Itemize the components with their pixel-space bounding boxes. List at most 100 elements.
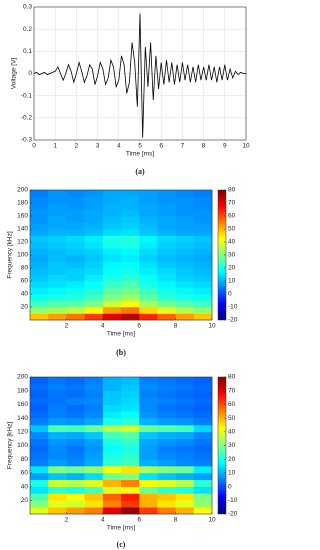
heatmap-cell [102,190,122,197]
heatmap-cell [175,274,195,282]
heatmap-cell [84,466,104,474]
heatmap-cell [139,418,158,426]
heatmap-cell [48,445,67,453]
heatmap-cell [175,281,195,288]
heatmap-cell [139,493,158,501]
x-tick-label: 8 [174,517,178,524]
heatmap-cell [84,418,104,426]
heatmap-cell [102,229,122,236]
heatmap-cell [48,390,67,398]
heatmap-cell [30,397,49,405]
heatmap-cell [84,431,104,439]
heatmap-cell [102,196,122,204]
heatmap-cell [66,424,85,433]
heatmap-cell [84,248,104,256]
heatmap-cell [48,281,67,288]
heatmap-cell [139,431,158,439]
heatmap-cell [193,418,213,426]
colorbar-tick-label: 40 [228,239,236,246]
heatmap-cell [102,493,122,501]
heatmap-cell [139,281,158,288]
colorbar-tick-label: 50 [228,415,236,422]
heatmap-cell [48,248,67,256]
heatmap-cell [139,287,158,295]
heatmap-cell [30,209,49,217]
heatmap-cell [193,390,213,398]
heatmap-cell [139,486,158,494]
heatmap-cell [66,242,85,249]
heatmap-cell [48,287,67,295]
y-tick-label: 120 [17,429,28,436]
heatmap-cell [48,424,67,433]
heatmap-cell [157,242,176,249]
y-tick-label: -0.2 [21,115,33,122]
heatmap-cell [102,242,122,249]
heatmap-cell [30,472,49,481]
heatmap-cell [66,255,85,262]
heatmap-cell [139,438,158,446]
heatmap-cell [84,281,104,288]
y-tick-label: 20 [21,497,29,504]
heatmap-cell [139,261,158,269]
y-axis-label: Frequency [kHz] [7,422,14,470]
heatmap-cell [84,397,104,405]
heatmap-cell [48,438,67,446]
heatmap-cell [193,438,213,446]
y-tick-label: -0.1 [21,92,33,99]
heatmap-cell [139,255,158,262]
heatmap-cell [48,397,67,405]
y-tick-label: 140 [17,415,28,422]
heatmap-cell [193,459,213,467]
heatmap-cell [193,287,213,295]
heatmap-cell [175,261,195,269]
heatmap-cell [193,404,213,412]
heatmap-cell [84,507,104,515]
heatmap-cell [157,281,176,288]
heatmap-cell [193,281,213,288]
heatmap-cell [157,445,176,453]
heatmap-cell [139,377,158,385]
heatmap-cell [157,438,176,446]
colorbar-tick-label: 70 [228,200,236,207]
heatmap-cell [193,203,213,210]
heatmap-cell [84,300,104,308]
heatmap-cell [66,397,85,405]
heatmap-cell [139,479,158,487]
heatmap-cell [157,500,176,508]
heatmap-cell [193,486,213,494]
heatmap-cell [121,452,140,460]
heatmap-cell [175,466,195,474]
heatmap-cell [30,281,49,288]
heatmap-cell [66,411,85,419]
heatmap-cell [48,479,67,487]
heatmap-cell [102,445,122,453]
heatmap-cell [193,500,213,508]
plot-frame [33,6,247,141]
heatmap-cell [157,397,176,405]
heatmap-cell [157,268,176,275]
heatmap-cell [193,300,213,308]
heatmap-cell [157,404,176,412]
heatmap-cell [84,274,104,282]
heatmap-cell [121,459,140,467]
heatmap-cell [30,248,49,256]
heatmap-cell [157,248,176,256]
heatmap-cell [139,268,158,275]
heatmap-cell [175,313,195,321]
heatmap-cell [30,261,49,269]
heatmap-cell [121,307,140,314]
heatmap-cell [139,459,158,467]
heatmap-cell [66,209,85,217]
heatmap-cell [84,209,104,217]
heatmap-cell [30,404,49,412]
heatmap-cell [102,404,122,412]
heatmap-cell [84,307,104,314]
heatmap-cell [48,472,67,481]
heatmap-cell [102,287,122,295]
heatmap-cell [48,274,67,282]
heatmap-cell [121,229,140,236]
colorbar-tick-label: -10 [228,497,238,504]
y-tick-label: 40 [21,291,29,298]
heatmap-cell [157,274,176,282]
heatmap-cell [48,383,67,391]
